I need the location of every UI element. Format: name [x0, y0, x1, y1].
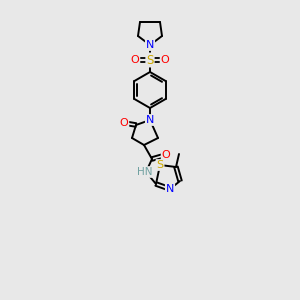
Text: N: N — [146, 40, 154, 50]
Text: N: N — [166, 184, 174, 194]
Text: N: N — [146, 115, 154, 125]
Text: S: S — [146, 53, 154, 67]
Text: O: O — [130, 55, 140, 65]
Text: HN: HN — [137, 167, 153, 177]
Text: O: O — [160, 55, 169, 65]
Text: O: O — [120, 118, 128, 128]
Text: S: S — [156, 160, 164, 170]
Text: O: O — [162, 150, 170, 160]
